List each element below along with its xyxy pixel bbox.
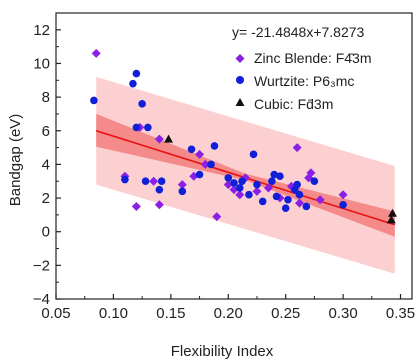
cubic-point xyxy=(164,134,174,143)
wurtzite-point xyxy=(178,187,187,196)
zinc-blende-point xyxy=(263,183,273,193)
zinc-blende-point xyxy=(252,186,262,196)
legend-wurtzite: Wurtzite: P6₃mc xyxy=(236,73,354,89)
y-tick-label: −2 xyxy=(33,257,50,274)
zinc-blende-point xyxy=(177,180,187,190)
zinc-blende-point xyxy=(306,168,316,178)
cubic-point xyxy=(387,208,397,217)
y-tick-label: 12 xyxy=(33,22,50,39)
ticks-layer: 0.05 0.10 0.15 0.20 0.25 0.30 0.35 −4 −2 0 2 4 6 8 10 1… xyxy=(33,12,415,322)
x-tick-label: 0.10 xyxy=(99,305,128,322)
legend-zinc-blende-marker xyxy=(235,54,245,63)
x-tick-label: 0.35 xyxy=(386,305,415,322)
wurtzite-point xyxy=(132,69,141,78)
wurtzite-point xyxy=(129,79,137,88)
legend-zinc-blende-label: Zinc Blende: F4̄3m xyxy=(254,50,372,66)
y-tick-label: 4 xyxy=(42,156,50,173)
y-tick-label: 8 xyxy=(42,89,50,106)
wurtzite-point xyxy=(121,175,129,184)
x-tick-label: 0.15 xyxy=(156,305,185,322)
wurtzite-point xyxy=(245,190,253,199)
plot-frame xyxy=(55,12,413,300)
y-tick-label: 2 xyxy=(42,190,50,207)
zinc-blende-point xyxy=(200,159,210,169)
points-layer xyxy=(90,48,397,224)
cubic-point xyxy=(386,215,396,224)
zinc-blende-point xyxy=(154,134,164,144)
wurtzite-point xyxy=(157,177,166,186)
y-axis-title: Bandgap (eV) xyxy=(7,114,24,207)
zinc-blende-point xyxy=(338,190,348,200)
wurtzite-point xyxy=(132,123,141,132)
zinc-blende-point xyxy=(292,143,302,153)
wurtzite-point xyxy=(249,150,258,159)
wurtzite-point xyxy=(224,174,233,182)
legend: Zinc Blende: F4̄3m Wurtzite: P6₃mc Cubic… xyxy=(235,50,372,112)
wurtzite-point xyxy=(295,190,304,199)
wurtzite-point xyxy=(276,172,284,180)
zinc-blende-point xyxy=(154,200,164,210)
wurtzite-point xyxy=(141,177,150,186)
legend-cubic: Cubic: Fd̄3m xyxy=(235,96,333,112)
zinc-blende-point xyxy=(91,48,101,58)
legend-wurtzite-marker xyxy=(236,76,244,84)
zinc-blende-point xyxy=(294,198,304,208)
legend-cubic-label: Cubic: Fd̄3m xyxy=(254,96,333,112)
zinc-blende-point xyxy=(212,212,222,222)
wurtzite-point xyxy=(339,200,347,209)
zinc-blende-point xyxy=(195,149,205,159)
y-tick-label: −4 xyxy=(33,291,50,308)
x-tick-label: 0.25 xyxy=(271,305,300,322)
zinc-blende-point xyxy=(315,195,325,205)
wurtzite-point xyxy=(210,142,219,150)
wurtzite-point xyxy=(144,123,152,132)
legend-zinc-blende: Zinc Blende: F4̄3m xyxy=(235,50,372,66)
wurtzite-point xyxy=(272,192,281,201)
wurtzite-point xyxy=(268,177,276,186)
axes-layer xyxy=(55,12,413,300)
wurtzite-point xyxy=(207,160,215,169)
wurtzite-point xyxy=(195,170,204,179)
wurtzite-point xyxy=(187,145,196,154)
legend-wurtzite-label: Wurtzite: P6₃mc xyxy=(254,73,354,89)
wurtzite-point xyxy=(284,195,292,204)
wurtzite-point xyxy=(235,184,244,192)
zinc-blende-point xyxy=(149,176,159,186)
wurtzite-point xyxy=(293,180,301,189)
fit-equation: y= -21.4848x+7.8273 xyxy=(232,24,365,40)
wurtzite-point xyxy=(155,185,164,194)
wurtzite-point xyxy=(310,177,319,186)
x-tick-label: 0.30 xyxy=(328,305,357,322)
y-tick-label: 10 xyxy=(33,55,50,72)
zinc-blende-point xyxy=(235,190,245,200)
wurtzite-point xyxy=(270,170,278,179)
x-tick-label: 0.20 xyxy=(214,305,243,322)
wurtzite-point xyxy=(230,179,238,187)
y-tick-label: 0 xyxy=(42,224,50,241)
wurtzite-point xyxy=(253,180,261,189)
wurtzite-point xyxy=(90,96,98,105)
wurtzite-point xyxy=(238,177,246,186)
wurtzite-point xyxy=(138,100,146,108)
wurtzite-point xyxy=(281,204,290,212)
y-tick-label: 6 xyxy=(42,123,50,140)
wurtzite-point xyxy=(302,202,311,211)
x-tick-label: 0.05 xyxy=(41,305,70,322)
x-axis-title: Flexibility Index xyxy=(171,343,274,360)
zinc-blende-point xyxy=(131,201,141,211)
wurtzite-point xyxy=(258,197,267,206)
legend-cubic-marker xyxy=(235,98,245,106)
